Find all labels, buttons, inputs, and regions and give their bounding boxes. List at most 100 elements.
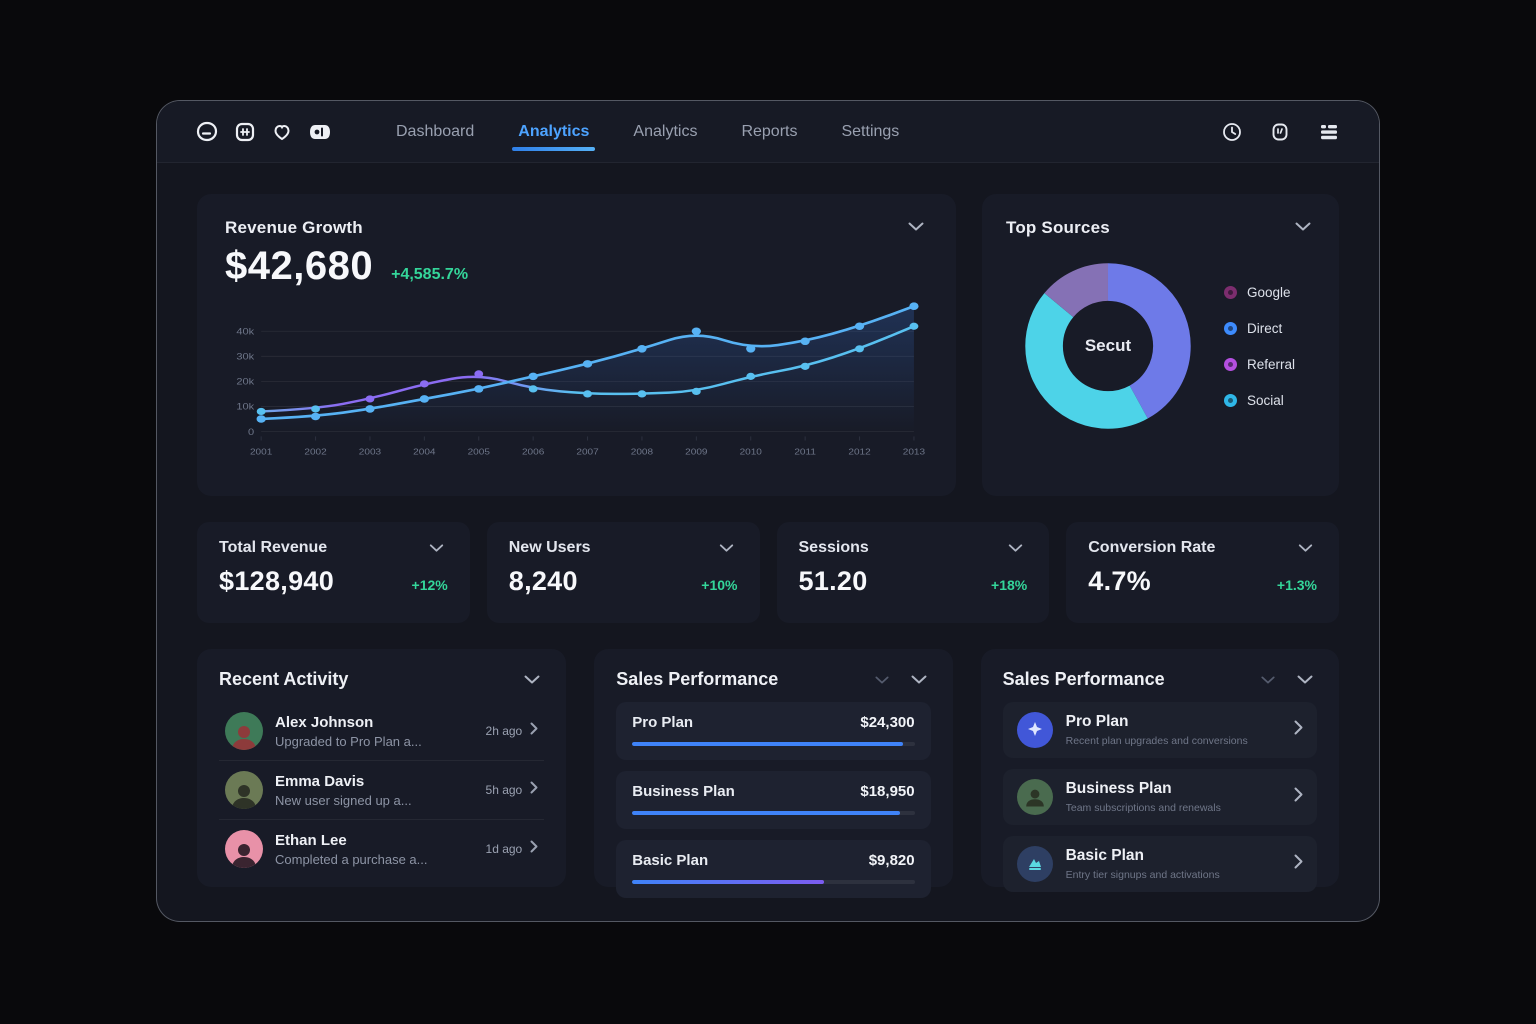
legend-item-referral[interactable]: Referral [1224, 357, 1295, 372]
app-logo-icon[interactable] [195, 120, 219, 144]
plan-title: Business Plan [1065, 780, 1172, 797]
conversion-rate-value: 4.7% [1088, 566, 1151, 596]
social-legend-dot [1224, 393, 1237, 407]
top-nav: Dashboard Analytics Analytics Reports Se… [157, 101, 1379, 163]
plan-chevron-right-icon[interactable] [1294, 787, 1303, 807]
basic-plan-icon [1016, 846, 1053, 882]
data-point [746, 372, 756, 380]
x-tick-label: 2003 [359, 447, 381, 456]
plan-list-row-basic[interactable]: Basic Plan Entry tier signups and activa… [1002, 836, 1317, 892]
data-point [474, 385, 484, 393]
heart-logo-icon[interactable] [271, 121, 293, 143]
donut-segment-google[interactable] [1025, 263, 1191, 429]
activity-row-emma-davis[interactable]: Emma Davis New user signed up a... 5h ag… [219, 761, 545, 820]
plan-progress-fill [632, 880, 825, 884]
plan-bar-row-business[interactable]: Business Plan $18,950 [616, 771, 931, 829]
plan-value: $9,820 [868, 852, 915, 869]
plan-progress-track [632, 880, 915, 884]
y-tick-label: 20k [236, 378, 255, 388]
activity-chevron-right-icon[interactable] [530, 722, 538, 740]
legend-item-social[interactable]: Social [1224, 393, 1295, 408]
sales-list-chevron-icon[interactable] [1293, 671, 1317, 688]
direct-legend-label: Direct [1247, 320, 1283, 336]
revenue-line-chart: 40k 30k 20k 10k 0 2001 2002 2003 2004 2005 2006 200… [236, 302, 925, 456]
activity-chevron-right-icon[interactable] [530, 840, 538, 858]
plan-chevron-right-icon[interactable] [1294, 720, 1303, 740]
area-fill [261, 306, 914, 432]
total-revenue-chevron-icon[interactable] [425, 540, 448, 556]
plan-subtitle: Recent plan upgrades and conversions [1065, 735, 1248, 747]
data-point [310, 412, 321, 421]
sales-bars-chevron-icon[interactable] [907, 671, 931, 688]
new-users-value: 8,240 [508, 566, 578, 596]
logo-group [195, 120, 332, 144]
plan-progress-fill [632, 742, 904, 746]
donut-segment-social[interactable] [1025, 263, 1191, 429]
plan-chevron-right-icon[interactable] [1294, 854, 1303, 874]
grid-logo-icon[interactable] [234, 121, 256, 143]
plan-list-row-business[interactable]: Business Plan Team subscriptions and ren… [1002, 769, 1317, 825]
plan-label: Pro Plan [632, 714, 694, 731]
activity-chevron-right-icon[interactable] [530, 781, 538, 799]
data-point [256, 407, 266, 416]
nav-item-analytics-2[interactable]: Analytics [633, 122, 698, 140]
list-menu-icon[interactable] [1317, 122, 1341, 142]
social-legend-label: Social [1247, 392, 1284, 408]
sessions-label: Sessions [798, 539, 869, 556]
sessions-chevron-icon[interactable] [1004, 540, 1027, 556]
revenue-card-chevron-icon[interactable] [904, 218, 928, 235]
activity-row-alex-johnson[interactable]: Alex Johnson Upgraded to Pro Plan a... 2… [219, 702, 545, 761]
data-point [583, 390, 592, 398]
plan-bar-row-basic[interactable]: Basic Plan $9,820 [616, 840, 931, 898]
revenue-growth-title: Revenue Growth [225, 218, 363, 237]
google-legend-dot [1224, 285, 1237, 299]
conversion-rate-chevron-icon[interactable] [1294, 540, 1317, 556]
recent-activity-chevron-icon[interactable] [520, 671, 544, 688]
plan-label: Business Plan [632, 783, 735, 800]
pro-plan-icon [1016, 712, 1053, 748]
plan-list-row-pro[interactable]: Pro Plan Recent plan upgrades and conver… [1002, 702, 1317, 758]
activity-row-ethan-lee[interactable]: Ethan Lee Completed a purchase a... 1d a… [219, 820, 544, 878]
activity-time: 5h ago [485, 783, 523, 797]
nav-item-settings[interactable]: Settings [841, 122, 900, 140]
top-sources-title: Top Sources [1006, 218, 1110, 237]
nav-item-dashboard[interactable]: Dashboard [396, 122, 475, 140]
dots-logo-icon[interactable] [308, 121, 332, 143]
data-point [365, 395, 375, 403]
data-point [474, 370, 484, 378]
plan-value: $18,950 [860, 783, 915, 800]
data-point [637, 345, 647, 353]
top-sources-chevron-icon[interactable] [1291, 218, 1315, 235]
total-revenue-delta: +12% [411, 577, 448, 593]
nav-item-analytics[interactable]: Analytics [512, 103, 596, 161]
watch-icon[interactable] [1269, 121, 1291, 143]
sales-performance-list-card: Sales Performance Pro Plan Recent plan [980, 649, 1339, 892]
conversion-rate-delta: +1.3% [1276, 577, 1317, 593]
data-point [311, 405, 320, 413]
sales-bars-sub-chevron-icon[interactable] [871, 672, 893, 688]
sources-legend: Google Direct Referral [1224, 285, 1295, 408]
data-point [528, 385, 538, 393]
sales-list-sub-chevron-icon[interactable] [1257, 672, 1279, 688]
revenue-growth-card: Revenue Growth $42,680 +4,585.7% [197, 194, 956, 496]
plan-title: Pro Plan [1065, 713, 1129, 730]
business-plan-icon [1016, 779, 1053, 815]
legend-item-direct[interactable]: Direct [1224, 321, 1295, 336]
legend-item-google[interactable]: Google [1224, 285, 1295, 300]
recent-activity-title: Recent Activity [219, 669, 349, 689]
plan-value: $24,300 [860, 714, 915, 731]
conversion-rate-label: Conversion Rate [1088, 539, 1216, 556]
x-tick-label: 2011 [794, 447, 816, 456]
x-tick-label: 2010 [740, 447, 762, 456]
nav-actions [1221, 121, 1341, 143]
nav-item-reports[interactable]: Reports [741, 122, 798, 140]
plan-bar-row-pro[interactable]: Pro Plan $24,300 [616, 702, 931, 760]
new-users-chevron-icon[interactable] [715, 540, 738, 556]
x-tick-label: 2012 [848, 447, 870, 456]
data-point [582, 360, 593, 368]
history-clock-icon[interactable] [1221, 121, 1243, 143]
referral-legend-dot [1224, 357, 1237, 371]
data-point [909, 302, 919, 310]
x-tick-label: 2008 [631, 447, 653, 456]
